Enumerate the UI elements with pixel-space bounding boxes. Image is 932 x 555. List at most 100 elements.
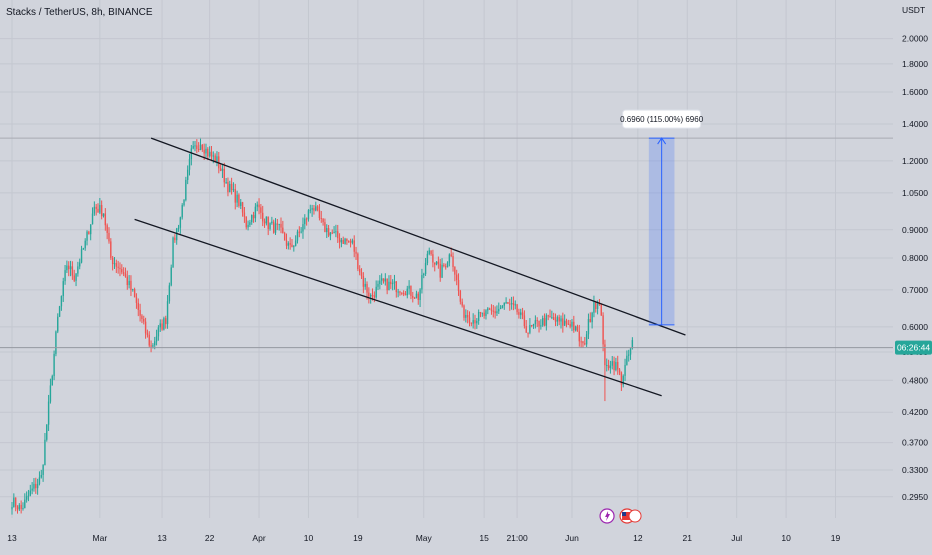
candle	[227, 182, 229, 193]
candle	[115, 263, 118, 267]
candle	[340, 239, 343, 243]
candle	[157, 327, 160, 337]
candle	[84, 240, 86, 249]
candle	[258, 204, 260, 208]
candle	[29, 490, 31, 496]
candle	[377, 283, 379, 287]
candle	[13, 497, 15, 507]
x-tick-label: 10	[781, 533, 791, 543]
candle	[141, 315, 143, 320]
y-tick-label: 0.9000	[902, 225, 928, 235]
candle	[135, 297, 138, 303]
candle	[346, 238, 348, 242]
candle	[371, 294, 374, 296]
candle	[450, 254, 452, 257]
x-tick-label: 13	[7, 533, 17, 543]
candle	[470, 322, 473, 324]
candle	[210, 151, 213, 157]
candle	[130, 280, 132, 291]
candle	[302, 224, 304, 232]
candle	[36, 483, 39, 489]
candle	[168, 285, 171, 302]
candle	[435, 261, 438, 265]
candle	[452, 256, 454, 268]
candle	[373, 295, 376, 298]
candle	[439, 263, 441, 278]
candle	[33, 483, 35, 489]
candle	[626, 355, 628, 365]
candle	[573, 321, 575, 331]
y-tick-label: 0.4800	[902, 375, 928, 385]
chart-title: Stacks / TetherUS, 8h, BINANCE	[6, 7, 153, 18]
candle	[300, 231, 302, 233]
candle	[42, 465, 44, 475]
y-tick-label: 0.4200	[902, 407, 928, 417]
candle	[536, 320, 538, 322]
candle	[55, 331, 57, 354]
candle	[104, 213, 107, 226]
candle	[540, 325, 542, 327]
candle	[174, 237, 176, 241]
candle	[205, 148, 207, 154]
candle	[79, 262, 81, 267]
candle	[322, 218, 324, 223]
x-tick-label: May	[416, 533, 433, 543]
candle	[554, 319, 557, 322]
candle	[463, 305, 465, 318]
candle	[27, 495, 30, 497]
candle	[499, 307, 502, 309]
candle	[423, 273, 425, 276]
candle	[507, 302, 509, 304]
measure-label: 0.6960 (115.00%) 6960	[620, 109, 704, 129]
lightning-icon[interactable]	[599, 508, 615, 524]
flag-circle-2	[628, 509, 642, 523]
y-tick-label: 0.7000	[902, 285, 928, 295]
candle	[212, 155, 214, 157]
candle	[111, 257, 114, 265]
x-tick-label: Apr	[252, 533, 265, 543]
candle	[307, 210, 310, 220]
candle	[267, 216, 269, 229]
candle	[278, 223, 280, 225]
flag-stripes	[622, 512, 633, 520]
candle	[243, 212, 246, 217]
candle	[170, 267, 172, 286]
us-flag-icon[interactable]	[619, 508, 642, 524]
candle	[232, 189, 235, 191]
candle	[591, 312, 593, 323]
candle	[567, 323, 570, 325]
candle	[252, 214, 255, 219]
candle	[144, 321, 147, 334]
candle	[426, 253, 429, 263]
candle	[404, 293, 407, 296]
candle	[161, 323, 163, 330]
candle	[454, 267, 456, 275]
measure-label-text: 0.6960 (115.00%) 6960	[620, 115, 704, 124]
candle	[417, 293, 419, 300]
channel-lower-line[interactable]	[134, 218, 662, 397]
candle	[432, 254, 434, 263]
candle	[337, 231, 339, 239]
channel-upper-line[interactable]	[150, 137, 686, 336]
candle	[150, 345, 152, 347]
candle	[448, 254, 451, 263]
candle	[137, 302, 139, 310]
candle	[324, 222, 326, 233]
candle	[152, 345, 154, 347]
candle	[207, 148, 209, 157]
candle	[124, 273, 127, 277]
last-price-countdown: 06:26:44	[897, 343, 930, 353]
y-tick-label: 1.2000	[902, 156, 928, 166]
candle	[80, 249, 83, 263]
candle	[338, 238, 341, 243]
candle	[620, 372, 623, 385]
candle	[552, 317, 555, 320]
candle	[190, 148, 193, 160]
candle	[562, 318, 564, 326]
candle	[437, 261, 440, 264]
candle	[219, 168, 222, 171]
candle	[399, 291, 401, 293]
candle	[229, 183, 231, 193]
candle	[188, 159, 191, 170]
